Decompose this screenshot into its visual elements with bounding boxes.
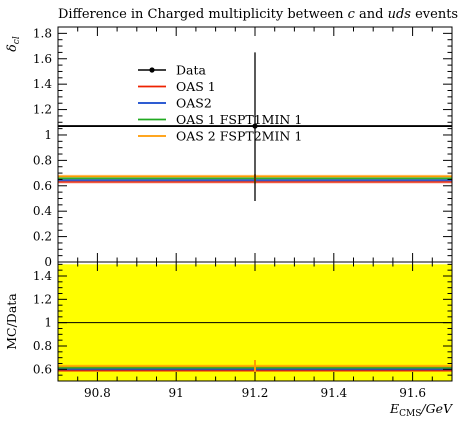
- ratio-xtick-label-0: 90.8: [84, 386, 111, 400]
- ratio-ytick-label-2: 1: [44, 316, 52, 330]
- ratio-ytick-label-3: 1.2: [33, 292, 52, 306]
- main-ytick-label-6: 1.2: [33, 103, 52, 117]
- ratio-xlabel: ECMS/GeV: [389, 401, 454, 419]
- main-ytick-label-5: 1: [44, 128, 52, 142]
- ratio-ylabel: MC/Data: [4, 293, 19, 350]
- legend-label-0: Data: [176, 63, 206, 78]
- legend-marker: [149, 67, 155, 73]
- legend-label-1: OAS 1: [176, 79, 216, 94]
- main-ytick-label-3: 0.6: [33, 179, 52, 193]
- main-ytick-label-4: 0.8: [33, 153, 52, 167]
- main-ytick-label-2: 0.4: [33, 204, 52, 218]
- main-ytick-label-0: 0: [44, 255, 52, 269]
- data-point: [252, 123, 258, 129]
- main-ytick-label-9: 1.8: [33, 26, 52, 40]
- legend-label-4: OAS 2 FSPT2MIN 1: [176, 129, 302, 144]
- chart-title: Difference in Charged multiplicity betwe…: [58, 7, 458, 22]
- main-ytick-label-7: 1.4: [33, 77, 52, 91]
- ratio-xtick-label-2: 91.2: [242, 386, 269, 400]
- ratio-xtick-label-3: 91.4: [320, 386, 347, 400]
- main-ylabel: δcl: [4, 36, 22, 52]
- legend-label-2: OAS2: [176, 96, 212, 111]
- ratio-ytick-label-0: 0.6: [33, 362, 52, 376]
- ratio-xtick-label-1: 91: [169, 386, 184, 400]
- ratio-ytick-label-4: 1.4: [33, 269, 52, 283]
- main-ytick-label-1: 0.2: [33, 230, 52, 244]
- main-ytick-label-8: 1.6: [33, 52, 52, 66]
- ratio-xtick-label-4: 91.6: [399, 386, 426, 400]
- ratio-panel: 0.6 0.8 1 1.2 1.4 90.8 91 91.2 91.4 91.6 MC/Data EC…: [4, 261, 454, 419]
- legend-label-3: OAS 1 FSPT1MIN 1: [176, 112, 302, 127]
- ratio-ytick-label-1: 0.8: [33, 339, 52, 353]
